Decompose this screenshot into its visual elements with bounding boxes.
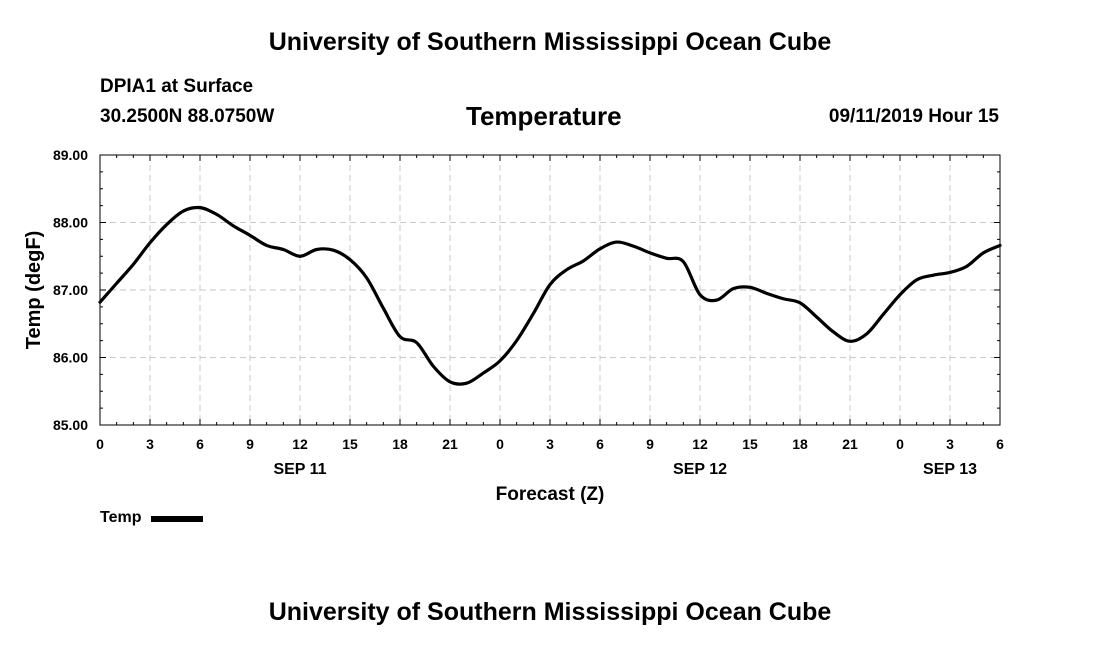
data-point	[215, 213, 218, 216]
data-point	[749, 286, 751, 289]
data-point	[515, 339, 518, 342]
y-tick-label: 86.00	[53, 350, 88, 366]
data-point	[432, 365, 435, 368]
top-title: University of Southern Mississippi Ocean…	[268, 28, 832, 56]
y-tick-label: 88.00	[53, 215, 88, 231]
data-point	[932, 274, 935, 276]
data-point	[882, 313, 885, 316]
station-coordinates: 30.2500N 88.0750W	[100, 106, 275, 127]
data-point	[349, 258, 351, 261]
data-point	[832, 331, 835, 333]
data-point	[682, 260, 685, 263]
forecast-run-info: 09/11/2019 Hour 15	[828, 106, 999, 127]
data-point	[299, 255, 301, 258]
axis-tick-labels: 0 3 6 9 12 15 18 21 0 3 6 9 12 15 18 21 0 3 6 85.00 86.00 87.…	[53, 147, 1004, 478]
legend-swatch-temp	[151, 516, 204, 522]
data-point	[965, 265, 968, 268]
x-tick-label: 21	[442, 436, 458, 452]
data-point	[382, 307, 385, 310]
x-tick-label: 9	[246, 436, 254, 452]
data-point	[799, 302, 801, 304]
data-point	[615, 241, 618, 243]
data-point	[865, 333, 868, 335]
x-tick-label: 0	[96, 436, 104, 452]
chart-title: Temperature	[466, 101, 622, 131]
data-point	[899, 293, 901, 296]
data-point	[415, 341, 418, 344]
data-point	[632, 245, 635, 247]
x-tick-label: 6	[596, 436, 604, 452]
x-tick-label: 15	[342, 436, 358, 452]
data-point	[765, 292, 768, 295]
y-tick-label: 87.00	[53, 282, 88, 298]
x-tick-label: 3	[146, 436, 154, 452]
x-tick-label: 3	[946, 436, 954, 452]
data-point	[532, 312, 535, 315]
data-point	[549, 283, 551, 286]
x-axis-label: Forecast (Z)	[496, 484, 605, 505]
data-point	[715, 299, 718, 301]
data-point	[815, 316, 818, 318]
x-tick-label: 15	[742, 436, 758, 452]
data-point	[365, 277, 368, 279]
data-point	[199, 206, 201, 209]
data-point	[249, 234, 251, 237]
grid-lines	[100, 155, 1000, 425]
x-tick-label: 21	[842, 436, 858, 452]
x-tick-label: 12	[692, 436, 708, 452]
data-point	[132, 263, 135, 266]
data-point	[982, 252, 985, 254]
data-point	[949, 271, 951, 274]
data-point	[732, 287, 735, 290]
data-point	[665, 257, 668, 260]
y-tick-label: 85.00	[53, 417, 88, 433]
data-point	[565, 268, 568, 271]
x-tick-label: 12	[292, 436, 308, 452]
data-point	[915, 279, 918, 281]
x-tick-label: 9	[646, 436, 654, 452]
data-point	[315, 248, 318, 251]
bottom-title: University of Southern Mississippi Ocean…	[268, 598, 832, 626]
data-point	[332, 249, 335, 251]
x-tick-label: 0	[496, 436, 504, 452]
x-tick-label: 0	[896, 436, 904, 452]
date-label: SEP 12	[673, 461, 727, 478]
data-point	[182, 210, 185, 212]
x-tick-label: 6	[196, 436, 204, 452]
data-point	[232, 225, 235, 227]
data-point	[399, 335, 401, 338]
x-tick-label: 18	[792, 436, 808, 452]
series-layer	[98, 205, 1002, 386]
data-point	[282, 248, 285, 251]
data-point	[699, 293, 701, 296]
data-point	[465, 382, 468, 384]
data-point	[849, 340, 851, 343]
y-axis-label: Temp (degF)	[23, 231, 45, 350]
data-point	[499, 360, 501, 362]
y-tick-label: 89.00	[53, 147, 88, 163]
data-point	[449, 381, 451, 383]
data-point	[582, 260, 585, 262]
data-point	[165, 223, 168, 226]
data-point	[265, 244, 268, 247]
plot-frame	[99, 154, 1001, 426]
data-point	[649, 252, 651, 254]
station-name: DPIA1 at Surface	[100, 76, 254, 97]
x-tick-label: 6	[996, 436, 1004, 452]
legend: Temp	[100, 509, 204, 527]
x-tick-label: 3	[546, 436, 554, 452]
legend-label: Temp	[100, 509, 142, 526]
data-point	[482, 372, 485, 374]
data-point	[782, 297, 785, 300]
data-point	[115, 282, 118, 285]
data-point	[599, 248, 601, 250]
date-label: SEP 13	[923, 461, 977, 478]
x-tick-label: 18	[392, 436, 408, 452]
date-label: SEP 11	[273, 461, 326, 478]
data-point	[149, 241, 151, 244]
